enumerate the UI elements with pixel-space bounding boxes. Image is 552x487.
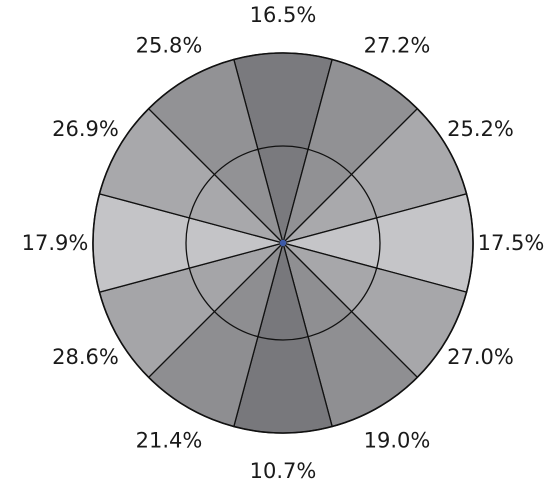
sector-label: 21.4% [136,429,203,453]
outer-ring [92,52,474,434]
sectors-layer [92,52,474,434]
sector-label: 16.5% [250,3,317,27]
sector-label: 19.0% [364,429,431,453]
sector-label: 26.9% [52,117,119,141]
sector-label: 27.0% [447,345,514,369]
sector-label: 10.7% [250,459,317,483]
sector-label: 17.5% [478,231,545,255]
sector-label: 27.2% [364,34,431,58]
sector-label: 25.2% [447,117,514,141]
inner-grid-ring [185,145,381,341]
labels-layer: 16.5% 27.2% 25.2% 17.5% 27.0% 19.0% 10.7% 21.4%… [22,3,545,483]
sector-label: 28.6% [52,345,119,369]
grid-layer [92,52,474,434]
sector-label: 25.8% [136,34,203,58]
sector-label: 17.9% [22,231,89,255]
center-dot [279,239,287,247]
